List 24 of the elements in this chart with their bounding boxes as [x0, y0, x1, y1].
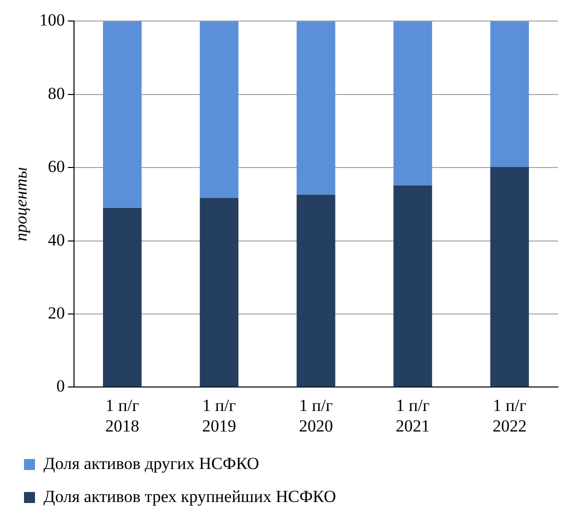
y-tick-label: 20: [48, 303, 65, 322]
y-tick-label: 0: [56, 376, 65, 396]
bar: [102, 21, 142, 208]
bar: [393, 21, 432, 186]
bar: [296, 194, 336, 387]
bar: [200, 198, 238, 387]
x-tick-label: 1 п/г 2018: [105, 396, 140, 436]
legend-label: Доля активов других НСФКО: [44, 454, 260, 473]
y-axis-title: проценты: [12, 167, 31, 242]
y-tick-label: 80: [48, 84, 65, 103]
y-tick-label: 100: [39, 10, 65, 30]
x-tick-label: 1 п/г 2021: [396, 396, 430, 436]
x-tick-label: 1 п/г 2019: [202, 396, 236, 436]
bar: [296, 21, 336, 195]
x-tick-label: 1 п/г 2020: [298, 396, 333, 436]
y-tick-label: 60: [48, 157, 65, 176]
y-tick-label: 40: [48, 230, 65, 250]
bar: [393, 186, 432, 387]
bar: [490, 21, 529, 167]
legend-label: Доля активов трех крупнейших НСФКО: [44, 486, 336, 506]
bar: [200, 21, 238, 198]
x-tick-label: 1 п/г 2022: [492, 396, 527, 436]
bar: [490, 166, 529, 387]
bar: [102, 208, 142, 387]
